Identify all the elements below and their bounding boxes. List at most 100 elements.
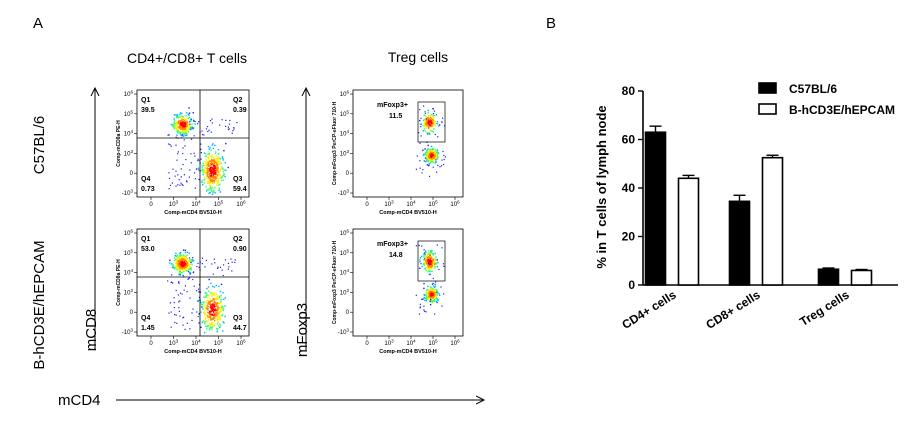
event-dot bbox=[204, 314, 205, 315]
event-dot bbox=[190, 269, 191, 270]
event-dot bbox=[207, 317, 208, 318]
event-dot bbox=[422, 298, 423, 299]
event-dot bbox=[216, 175, 217, 176]
event-dot bbox=[424, 297, 425, 298]
event-dot bbox=[208, 302, 209, 303]
event-dot bbox=[181, 113, 182, 114]
event-dot bbox=[214, 306, 215, 307]
event-dot bbox=[213, 310, 214, 311]
event-dot bbox=[208, 164, 209, 165]
event-dot bbox=[430, 297, 431, 298]
event-dot bbox=[186, 270, 187, 271]
event-dot bbox=[213, 181, 214, 182]
event-dot bbox=[437, 298, 438, 299]
event-dot bbox=[176, 116, 177, 117]
event-dot bbox=[186, 123, 187, 124]
event-dot bbox=[433, 297, 434, 298]
event-dot bbox=[434, 261, 435, 262]
event-dot bbox=[223, 159, 224, 160]
event-dot bbox=[426, 262, 427, 263]
event-dot bbox=[212, 286, 213, 287]
event-dot bbox=[428, 259, 429, 260]
x-tick-label: 103 bbox=[169, 339, 179, 348]
event-dot bbox=[213, 312, 214, 313]
event-dot bbox=[175, 176, 176, 177]
event-dot bbox=[201, 130, 202, 131]
event-dot bbox=[198, 168, 199, 169]
event-dot bbox=[430, 304, 431, 305]
y-tick-label: 103 bbox=[340, 288, 350, 297]
event-dot bbox=[209, 169, 210, 170]
event-dot bbox=[426, 152, 427, 153]
event-dot bbox=[181, 264, 182, 265]
quadrant-value-q4: 0.73 bbox=[141, 186, 155, 193]
event-dot bbox=[210, 328, 211, 329]
event-dot bbox=[179, 130, 180, 131]
event-dot bbox=[212, 143, 213, 144]
event-dot bbox=[217, 182, 218, 183]
event-dot bbox=[433, 290, 434, 291]
y-tick-label: 60 bbox=[622, 133, 636, 147]
event-dot bbox=[428, 296, 429, 297]
event-dot bbox=[205, 173, 206, 174]
event-dot bbox=[429, 126, 430, 127]
event-dot bbox=[233, 127, 234, 128]
title-treg: Treg cells bbox=[388, 49, 448, 65]
event-dot bbox=[184, 132, 185, 133]
x-tick-label: 105 bbox=[214, 339, 224, 348]
event-dot bbox=[205, 266, 206, 267]
event-dot bbox=[421, 124, 422, 125]
event-dot bbox=[188, 124, 189, 125]
event-dot bbox=[175, 171, 176, 172]
event-dot bbox=[212, 322, 213, 323]
event-dot bbox=[429, 257, 430, 258]
event-dot bbox=[421, 135, 422, 136]
event-dot bbox=[431, 146, 432, 147]
event-dot bbox=[210, 303, 211, 304]
event-dot bbox=[435, 298, 436, 299]
event-dot bbox=[176, 265, 177, 266]
quadrant-name-q1: Q1 bbox=[141, 97, 150, 104]
event-dot bbox=[433, 278, 434, 279]
event-dot bbox=[179, 255, 180, 256]
event-dot bbox=[179, 260, 180, 261]
event-dot bbox=[177, 184, 178, 185]
event-dot bbox=[428, 125, 429, 126]
event-dot bbox=[186, 128, 187, 129]
event-dot bbox=[201, 181, 202, 182]
event-dot bbox=[208, 325, 209, 326]
event-dot bbox=[180, 274, 181, 275]
event-dot bbox=[419, 143, 420, 144]
event-dot bbox=[204, 323, 205, 324]
event-dot bbox=[218, 190, 219, 191]
event-dot bbox=[190, 127, 191, 128]
event-dot bbox=[430, 301, 431, 302]
event-dot bbox=[184, 122, 185, 123]
event-dot bbox=[215, 303, 216, 304]
event-dot bbox=[426, 128, 427, 129]
event-dot bbox=[177, 255, 178, 256]
event-dot bbox=[174, 314, 175, 315]
event-dot bbox=[431, 124, 432, 125]
event-dot bbox=[183, 130, 184, 131]
event-dot bbox=[217, 158, 218, 159]
event-dot bbox=[181, 118, 182, 119]
event-dot bbox=[184, 118, 185, 119]
quadrant-name-q3: Q3 bbox=[233, 176, 242, 183]
event-dot bbox=[207, 315, 208, 316]
event-dot bbox=[179, 266, 180, 267]
event-dot bbox=[210, 163, 211, 164]
event-dot bbox=[214, 187, 215, 188]
event-dot bbox=[219, 188, 220, 189]
x-tick-label: 104 bbox=[191, 339, 201, 348]
event-dot bbox=[441, 306, 442, 307]
event-dot bbox=[179, 311, 180, 312]
event-dot bbox=[425, 158, 426, 159]
event-dot bbox=[176, 262, 177, 263]
event-dot bbox=[422, 169, 423, 170]
event-dot bbox=[427, 120, 428, 121]
event-dot bbox=[183, 262, 184, 263]
event-dot bbox=[190, 268, 191, 269]
event-dot bbox=[424, 258, 425, 259]
event-dot bbox=[434, 300, 435, 301]
